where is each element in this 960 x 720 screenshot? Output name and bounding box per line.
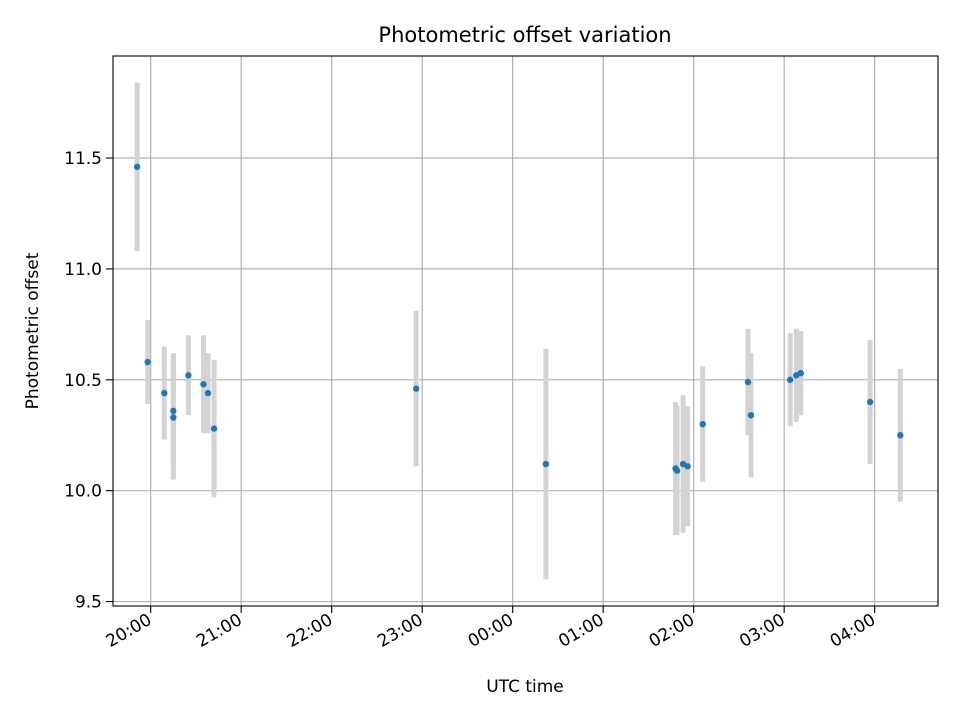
y-tick-label: 11.0 — [64, 260, 102, 280]
data-point — [866, 398, 874, 406]
y-tick-label: 10.5 — [64, 371, 102, 391]
data-point — [170, 414, 177, 421]
data-point — [185, 372, 192, 379]
data-point — [797, 369, 804, 377]
grid — [113, 56, 938, 606]
data-point — [747, 412, 755, 419]
data-point — [133, 163, 141, 171]
data-point — [170, 407, 177, 415]
data-point — [200, 381, 207, 388]
data-point — [542, 460, 550, 468]
y-axis-ticks: 9.5 10.0 10.5 11.0 11.5 — [64, 149, 113, 613]
data-point — [412, 385, 420, 392]
chart-title: Photometric offset variation — [378, 23, 671, 47]
x-axis-label: UTC time — [486, 677, 564, 697]
data-point — [161, 389, 168, 397]
data-point — [210, 425, 218, 432]
data-point — [204, 389, 212, 397]
data-point — [897, 432, 904, 439]
y-axis-label: Photometric offset — [23, 252, 43, 409]
data-point — [786, 376, 794, 383]
plot-frame — [112, 55, 939, 607]
data-point — [744, 378, 752, 386]
data-point — [699, 420, 706, 428]
y-tick-label: 9.5 — [75, 593, 102, 613]
y-tick-label: 11.5 — [64, 149, 102, 169]
y-tick-label: 10.0 — [64, 482, 102, 502]
data-points — [133, 163, 904, 474]
data-point — [144, 358, 151, 366]
data-point — [684, 463, 691, 470]
data-point — [673, 467, 681, 474]
